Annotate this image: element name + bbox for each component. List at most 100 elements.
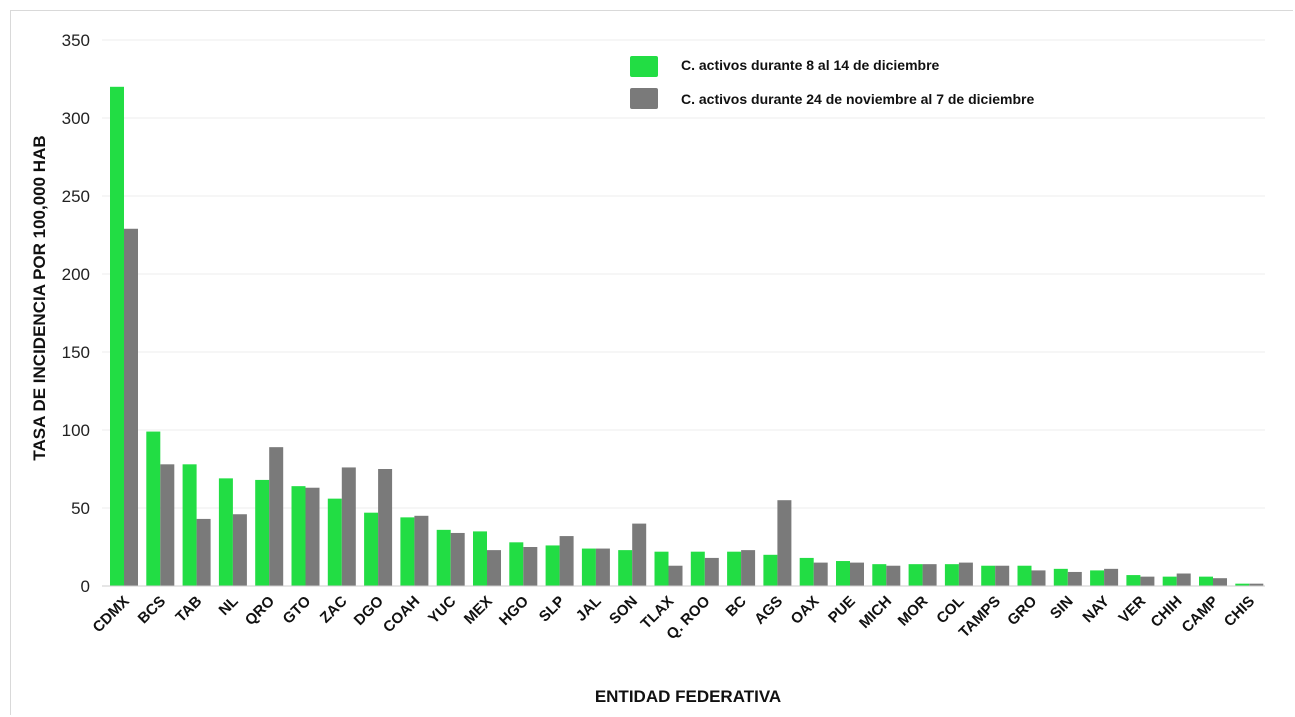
legend-swatch-series-1 [630, 56, 658, 77]
x-tick-label: MEX [461, 593, 496, 628]
x-tick-label: GRO [1004, 593, 1040, 629]
x-tick-label: BC [723, 593, 750, 620]
bar-series-2 [523, 547, 538, 586]
x-tick-label: YUC [425, 593, 460, 628]
x-tick-label: MICH [856, 593, 895, 632]
bar-series-1 [944, 564, 959, 586]
gridlines [102, 39, 1265, 509]
x-tick-label: SIN [1047, 593, 1077, 623]
x-tick-label: AGS [751, 593, 786, 628]
bar-series-1 [799, 557, 814, 586]
bar-series-1 [654, 551, 669, 586]
y-tick-label: 300 [62, 109, 90, 128]
bar-series-2 [704, 557, 719, 586]
bar-series-2 [232, 514, 247, 586]
bar-series-2 [850, 562, 864, 586]
bar-series-1 [690, 551, 705, 586]
bar-series-1 [581, 548, 596, 586]
bar-series-1 [400, 517, 415, 586]
bar-series-2 [559, 536, 574, 586]
bar-series-2 [668, 565, 683, 586]
bar-series-1 [618, 550, 633, 586]
bar-series-1 [981, 565, 996, 586]
x-tick-label: GTO [280, 593, 315, 628]
bar-series-2 [1249, 583, 1264, 586]
legend-label-series-1: C. activos durante 8 al 14 de diciembre [681, 57, 940, 73]
bar-series-2 [1104, 568, 1119, 586]
bar-series-1 [182, 464, 197, 586]
bar-series-2 [995, 565, 1010, 586]
x-tick-label: BCS [135, 593, 169, 627]
bar-series-2 [450, 532, 465, 586]
bar-series-2 [160, 464, 175, 586]
bar-series-2 [777, 500, 792, 586]
y-tick-label: 350 [62, 31, 90, 50]
x-tick-label: CDMX [90, 593, 133, 636]
y-tick-label: 0 [81, 577, 90, 596]
x-tick-label: JAL [573, 593, 605, 625]
bar-series-1 [763, 554, 778, 586]
bar-series-2 [632, 523, 647, 586]
bar-series-2 [741, 550, 756, 586]
bar-series-1 [545, 545, 560, 586]
x-tick-label: MOR [895, 593, 932, 630]
bar-series-1 [872, 564, 887, 586]
bar-series-2 [886, 565, 901, 586]
bar-series-1 [1199, 576, 1213, 586]
bar-series-2 [196, 518, 211, 586]
x-tick-label: VER [1115, 593, 1149, 627]
bar-series-1 [146, 431, 161, 586]
bar-series-2 [305, 487, 320, 586]
legend-swatch-series-2 [630, 88, 658, 109]
x-tick-label: QRO [242, 593, 278, 629]
bar-series-2 [378, 469, 393, 586]
bar-series-1 [110, 86, 124, 587]
x-tick-label: NL [216, 593, 242, 619]
bar-series-1 [1126, 575, 1141, 586]
bar-series-2 [414, 515, 429, 586]
legend-label-series-2: C. activos durante 24 de noviembre al 7 … [681, 91, 1034, 107]
bar-series-2 [922, 564, 937, 586]
x-tick-label: CAMP [1179, 593, 1222, 636]
x-tick-label: NAY [1079, 593, 1112, 626]
bar-series-1 [1017, 565, 1032, 586]
bar-series-1 [509, 542, 524, 586]
bar-series-2 [341, 467, 356, 586]
x-tick-label: OAX [788, 593, 823, 628]
y-axis-title: TASA DE INCIDENCIA POR 100,000 HAB [30, 135, 49, 460]
x-tick-label: HGO [496, 593, 532, 629]
bar-series-1 [1053, 568, 1068, 586]
bar-series-2 [124, 228, 138, 586]
bar-series-2 [1213, 578, 1227, 586]
bar-series-1 [327, 498, 342, 586]
bar-series-1 [291, 486, 306, 586]
bars [110, 86, 1264, 587]
y-axis-ticks: 0 50 100 150 200 250 300 350 [62, 31, 90, 596]
x-tick-label: SON [606, 593, 641, 628]
bar-series-1 [364, 512, 379, 586]
bar-series-2 [1176, 573, 1191, 586]
chart-frame [10, 10, 1293, 715]
bar-series-2 [1067, 571, 1082, 586]
x-tick-label: TAB [172, 593, 205, 626]
bar-series-1 [908, 564, 923, 586]
x-tick-label: PUE [825, 593, 859, 627]
bar-series-1 [473, 531, 487, 586]
legend: C. activos durante 8 al 14 de diciembre … [630, 56, 1034, 109]
bar-series-2 [813, 562, 828, 586]
bar-series-2 [1140, 576, 1155, 586]
y-tick-label: 200 [62, 265, 90, 284]
x-axis-title: ENTIDAD FEDERATIVA [595, 687, 781, 706]
bar-series-2 [487, 550, 501, 586]
bar-series-1 [836, 561, 850, 586]
bar-series-2 [1031, 570, 1046, 586]
bar-series-1 [1162, 576, 1177, 586]
bar-series-2 [269, 447, 284, 586]
bar-series-1 [436, 529, 451, 586]
bar-series-1 [218, 478, 233, 586]
y-tick-label: 150 [62, 343, 90, 362]
x-tick-label: SLP [536, 593, 569, 626]
bar-series-1 [255, 479, 270, 586]
x-tick-label: CHIS [1221, 593, 1258, 630]
